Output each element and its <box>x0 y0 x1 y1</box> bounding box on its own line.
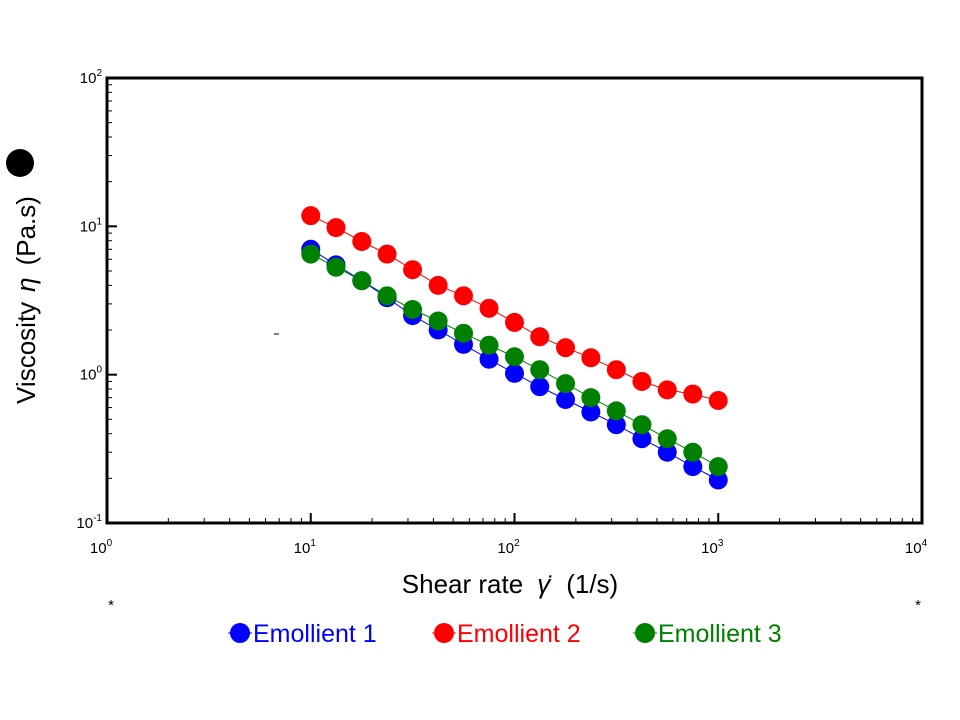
data-point-series-2 <box>530 327 550 347</box>
data-point-series-2 <box>683 384 703 404</box>
data-point-series-2 <box>403 260 423 280</box>
data-point-series-3 <box>403 299 423 319</box>
right-asterisk: * <box>915 597 921 614</box>
plot-frame <box>105 76 924 525</box>
data-point-series-3 <box>581 388 601 408</box>
data-point-series-3 <box>657 429 677 449</box>
data-point-series-2 <box>326 218 346 238</box>
data-point-series-1 <box>708 470 728 490</box>
data-point-series-1 <box>632 429 652 449</box>
data-point-series-2 <box>657 380 677 400</box>
y-axis-marker-dot <box>6 149 34 177</box>
legend-label-2: Emollient 2 <box>457 620 581 648</box>
x-tick-label: 104 <box>905 538 928 557</box>
data-point-series-3 <box>683 442 703 462</box>
data-point-series-3 <box>377 286 397 306</box>
data-point-series-3 <box>556 374 576 394</box>
legend: Emollient 1 Emollient 2 Emollient 3 <box>228 620 782 648</box>
x-tick-label: 103 <box>701 538 724 557</box>
data-point-series-1 <box>505 363 524 383</box>
tick-layer: 100 101 102 103 104 10-1 100 101 102 <box>76 68 927 557</box>
data-point-series-3 <box>632 415 652 435</box>
data-point-series-3 <box>326 257 346 277</box>
data-point-series-1 <box>530 377 550 397</box>
y-tick-label: 102 <box>80 68 103 87</box>
data-point-series-2 <box>556 338 576 358</box>
x-tick-label: 102 <box>497 538 520 557</box>
data-point-series-2 <box>606 360 626 380</box>
legend-marker-1 <box>230 623 250 643</box>
x-axis-title: Shear rate γ̇ (1/s) <box>402 569 618 599</box>
y-tick-label: 10-1 <box>76 513 102 532</box>
data-point-series-1 <box>581 402 601 422</box>
data-point-series-3 <box>479 335 499 355</box>
data-point-series-2 <box>581 348 601 368</box>
data-point-series-1 <box>657 442 677 462</box>
data-point-series-3 <box>428 311 448 331</box>
data-point-series-3 <box>454 323 474 343</box>
data-point-series-2 <box>454 286 474 306</box>
data-point-series-3 <box>352 271 372 291</box>
data-point-series-2 <box>352 232 372 252</box>
legend-label-3: Emollient 3 <box>658 620 782 648</box>
series-points <box>301 206 728 490</box>
data-point-series-2 <box>708 390 728 410</box>
data-point-series-2 <box>428 275 448 295</box>
data-point-series-1 <box>479 349 499 369</box>
y-tick-label: 101 <box>80 216 103 235</box>
legend-label-1: Emollient 1 <box>253 620 377 648</box>
data-point-series-3 <box>505 347 524 367</box>
x-tick-label: 100 <box>90 538 113 557</box>
data-point-series-1 <box>606 415 626 435</box>
x-tick-label: 101 <box>294 538 317 557</box>
data-point-series-2 <box>505 312 524 332</box>
data-point-series-3 <box>606 401 626 421</box>
data-point-series-1 <box>683 457 703 477</box>
y-axis-title: Viscosityη(Pa.s) <box>11 196 41 404</box>
legend-marker-2 <box>434 623 454 643</box>
y-axis-title-group: Viscosityη(Pa.s) <box>11 196 41 404</box>
data-point-series-3 <box>708 457 728 477</box>
data-point-series-2 <box>377 244 397 264</box>
left-asterisk: * <box>108 597 114 614</box>
data-point-series-2 <box>479 298 499 318</box>
data-point-series-3 <box>530 360 550 380</box>
data-point-series-2 <box>632 371 652 391</box>
data-point-series-2 <box>301 206 321 226</box>
data-point-series-3 <box>301 244 321 264</box>
legend-marker-3 <box>635 623 655 643</box>
data-point-series-1 <box>556 390 576 410</box>
y-tick-label: 100 <box>80 365 103 384</box>
